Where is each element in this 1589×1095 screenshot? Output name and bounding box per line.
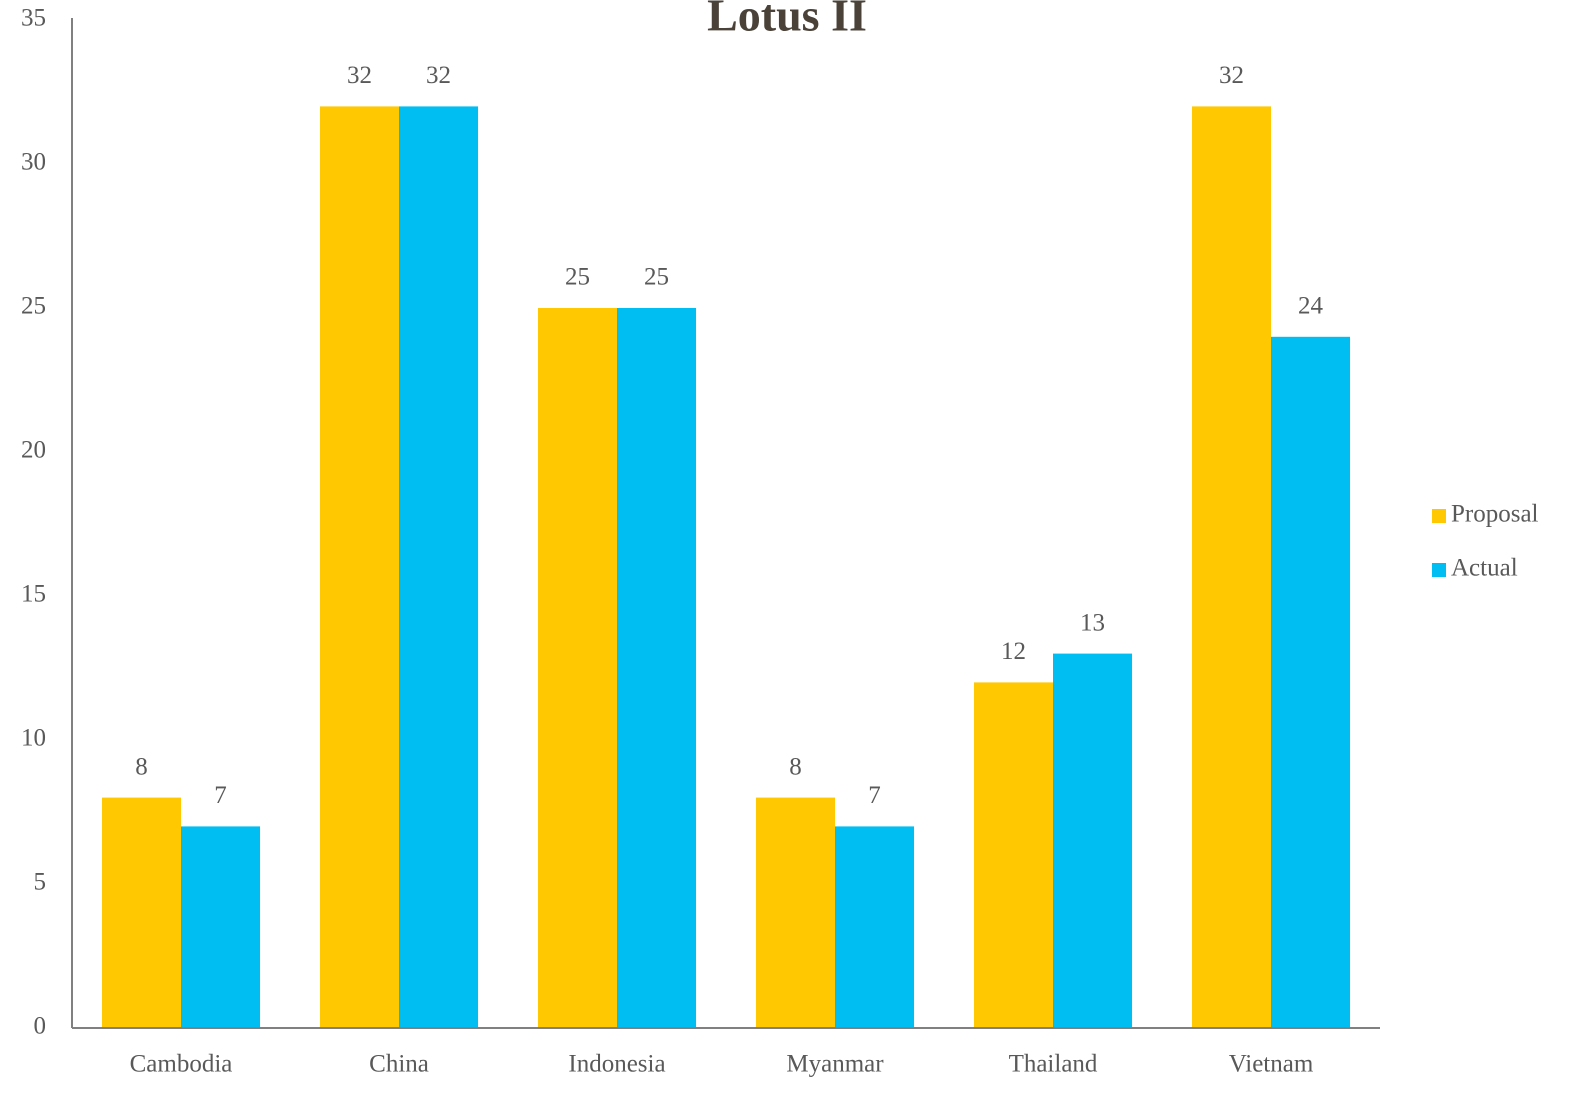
data-label: 13 [1080,609,1105,636]
bar [537,308,617,1028]
y-tick-label: 5 [34,869,47,896]
legend-swatch [1432,563,1446,577]
bar [101,797,181,1028]
y-tick-label: 0 [34,1013,47,1040]
data-label: 32 [426,62,451,89]
legend-swatch [1432,509,1446,523]
bar [835,826,915,1028]
bar [1191,106,1271,1028]
bar [1053,653,1133,1028]
data-label: 8 [135,753,148,780]
chart-title: Lotus II [707,0,867,41]
x-tick-label: China [369,1051,429,1078]
y-tick-label: 25 [21,293,46,320]
y-tick-label: 15 [21,581,46,608]
legend-label: Actual [1451,555,1518,582]
x-tick-label: Cambodia [130,1051,233,1078]
y-tick-label: 30 [21,149,46,176]
x-tick-label: Thailand [1009,1051,1098,1078]
legend-label: Proposal [1451,501,1539,528]
data-label: 32 [1219,62,1244,89]
bar [319,106,399,1028]
data-label: 7 [868,782,881,809]
data-label: 25 [644,264,669,291]
data-label: 12 [1001,638,1026,665]
y-tick-label: 35 [21,5,46,32]
data-label: 24 [1298,293,1324,320]
data-label: 7 [214,782,227,809]
bar [617,308,697,1028]
y-tick-label: 20 [21,437,46,464]
bar [755,797,835,1028]
data-label: 25 [565,264,590,291]
bar [973,682,1053,1028]
data-label: 8 [789,753,802,780]
x-tick-label: Myanmar [786,1051,884,1078]
bar [399,106,479,1028]
bar [1271,336,1351,1028]
x-tick-label: Indonesia [568,1051,665,1078]
data-label: 32 [347,62,372,89]
bar [181,826,261,1028]
x-tick-label: Vietnam [1229,1051,1314,1078]
y-tick-label: 10 [21,725,46,752]
